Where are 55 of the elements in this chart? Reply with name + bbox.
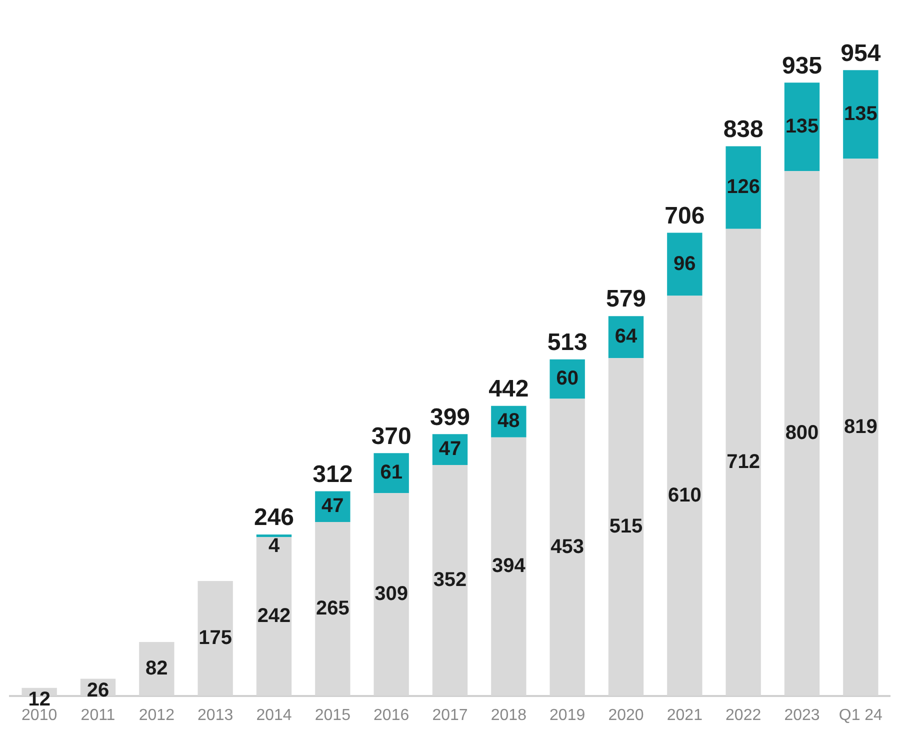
data-label: 47 <box>438 438 462 460</box>
bar <box>784 82 820 172</box>
data-label: 800 <box>785 422 819 444</box>
total-label: 370 <box>371 422 412 450</box>
total-label: 312 <box>312 460 353 488</box>
x-tick-label: 2011 <box>80 706 116 724</box>
total-label: 399 <box>430 404 470 431</box>
data-label: 135 <box>785 115 819 138</box>
total-label: 579 <box>606 286 646 313</box>
total-label: 246 <box>254 504 294 532</box>
x-tick-label: Q1 24 <box>838 706 883 724</box>
data-label: 47 <box>322 495 344 518</box>
x-tick-label: 2021 <box>666 706 703 724</box>
data-label: 4 <box>268 534 280 557</box>
total-label: 954 <box>840 40 882 67</box>
x-tick-label: 2014 <box>256 706 292 724</box>
data-label: 242 <box>257 604 291 627</box>
data-label: 60 <box>556 368 578 390</box>
x-tick-label: 2023 <box>784 706 820 724</box>
x-tick-label: 2022 <box>726 706 762 724</box>
data-label: 453 <box>550 536 584 558</box>
x-tick-label: 2016 <box>374 706 410 724</box>
data-label: 135 <box>844 102 878 125</box>
data-label: 126 <box>726 176 760 198</box>
data-label: 64 <box>614 326 638 348</box>
total-label: 442 <box>488 376 529 403</box>
x-tick-label: 2020 <box>608 706 644 724</box>
data-label: 309 <box>374 582 408 605</box>
x-tick-label: 2018 <box>490 706 527 724</box>
bar <box>843 70 878 159</box>
bar <box>726 146 761 229</box>
x-tick-label: 2013 <box>198 706 234 724</box>
bar <box>256 534 292 538</box>
data-label: 96 <box>674 252 696 275</box>
data-label: 265 <box>316 597 350 620</box>
data-label: 82 <box>146 657 168 680</box>
data-label: 610 <box>668 484 702 506</box>
total-label: 706 <box>664 202 705 230</box>
data-label: 819 <box>844 416 878 438</box>
total-label: 935 <box>782 52 822 80</box>
data-label: 175 <box>198 626 232 649</box>
x-tick-label: 2019 <box>550 706 586 724</box>
data-label: 394 <box>492 555 526 578</box>
x-tick-label: 2015 <box>314 706 351 724</box>
data-label: 515 <box>609 515 643 538</box>
data-label: 26 <box>86 679 110 702</box>
bar <box>667 232 702 296</box>
total-label: 513 <box>547 329 588 356</box>
data-label: 48 <box>498 410 520 432</box>
total-label: 838 <box>723 116 764 143</box>
data-label: 352 <box>433 568 467 591</box>
x-tick-label: 2017 <box>432 706 468 724</box>
x-tick-label: 2012 <box>138 706 175 724</box>
data-label: 712 <box>726 450 760 473</box>
data-label: 61 <box>380 462 402 484</box>
